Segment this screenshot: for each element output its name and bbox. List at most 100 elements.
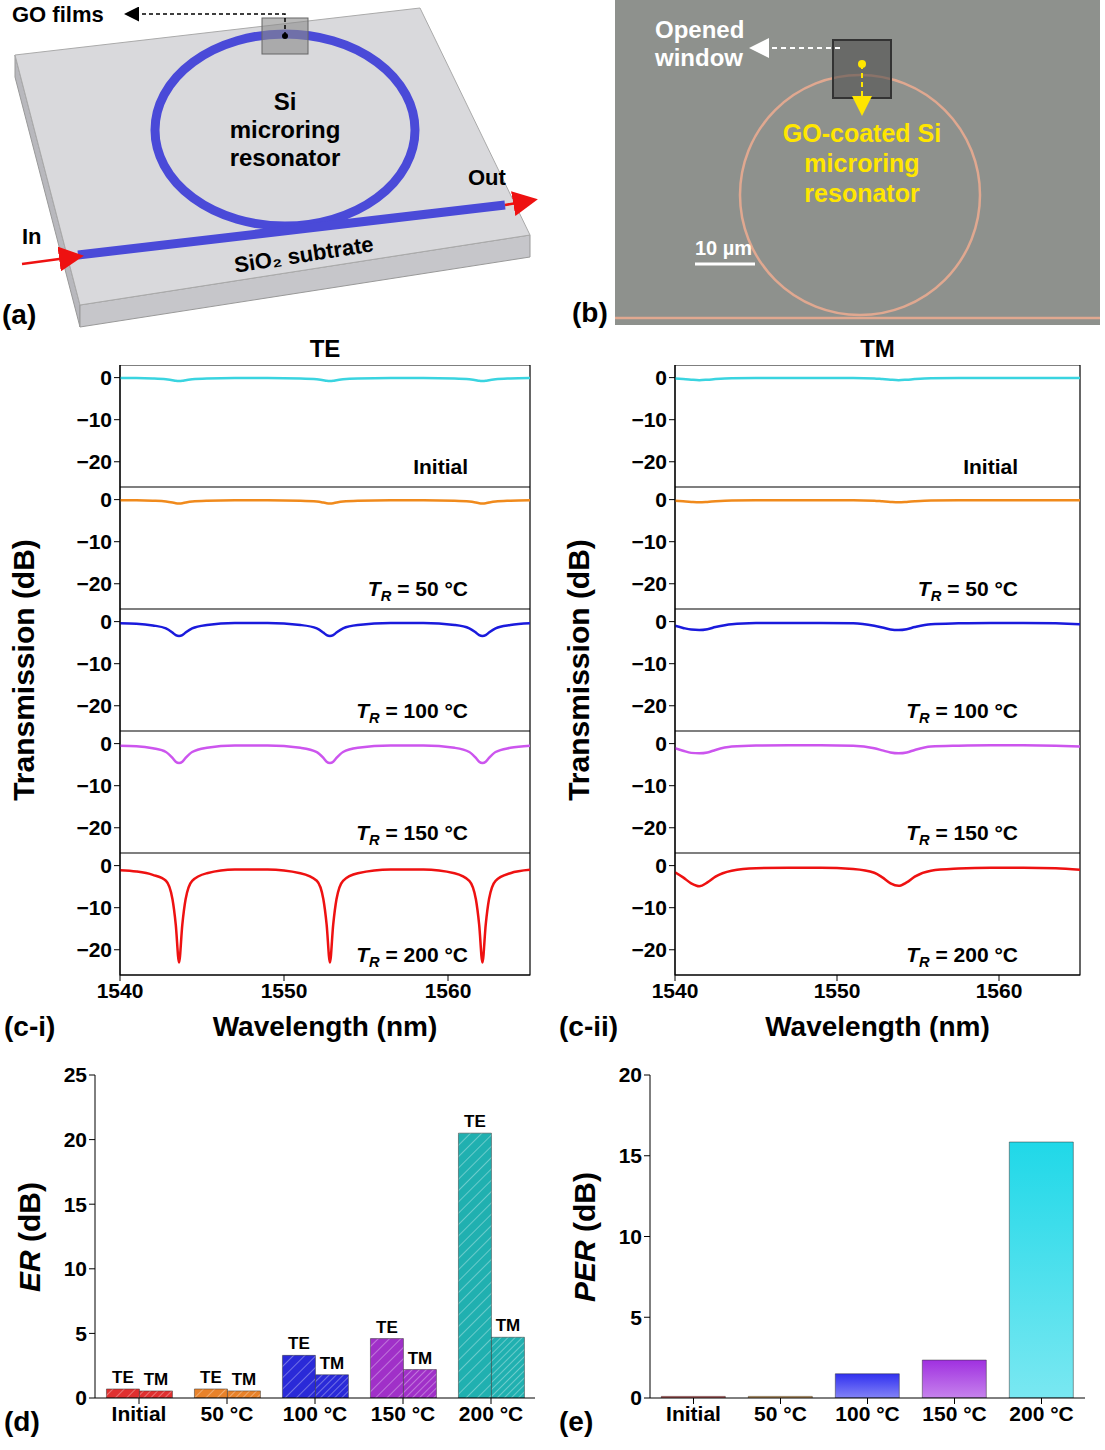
svg-text:−10: −10 (76, 652, 112, 675)
html-text:(c-ii): (c-ii) (559, 1011, 619, 1042)
html-text:TR= 100 °C: TR= 100 °C (356, 699, 468, 727)
svg-text:TM: TM (144, 1370, 169, 1389)
svg-text:200 °C: 200 °C (1009, 1402, 1073, 1425)
html-text:Transmission (dB): Transmission (dB) (7, 539, 40, 801)
svg-text:Si: Si (274, 88, 297, 115)
svg-text:5: 5 (630, 1306, 642, 1329)
html-text:TR= 100 °C: TR= 100 °C (906, 699, 1018, 727)
svg-text:TM: TM (320, 1354, 345, 1373)
svg-text:−20: −20 (76, 450, 112, 473)
svg-text:resonator: resonator (230, 144, 341, 171)
svg-text:0: 0 (630, 1386, 642, 1409)
svg-text:TM: TM (232, 1370, 257, 1389)
svg-text:Out: Out (468, 165, 507, 190)
svg-text:0: 0 (655, 366, 667, 389)
svg-text:(b): (b) (572, 297, 608, 328)
svg-text:TE: TE (288, 1334, 310, 1353)
svg-text:−20: −20 (631, 938, 667, 961)
svg-text:150 °C: 150 °C (922, 1402, 986, 1425)
html-text:Transmission (dB): Transmission (dB) (562, 539, 595, 801)
svg-text:1540: 1540 (97, 979, 144, 1002)
html-text:(d): (d) (4, 1406, 40, 1437)
svg-text:20: 20 (64, 1128, 87, 1151)
html-text:Wavelength (nm): Wavelength (nm) (765, 1011, 990, 1042)
svg-text:(a): (a) (2, 299, 36, 330)
html-text:TR= 150 °C: TR= 150 °C (356, 821, 468, 849)
svg-text:−10: −10 (76, 896, 112, 919)
svg-text:15: 15 (619, 1144, 643, 1167)
svg-text:10 µm: 10 µm (695, 237, 752, 259)
html-text:Wavelength (nm): Wavelength (nm) (212, 1011, 438, 1042)
html-text:TR= 200 °C: TR= 200 °C (356, 943, 468, 971)
svg-text:0: 0 (655, 610, 667, 633)
svg-text:resonator: resonator (804, 179, 920, 207)
svg-text:0: 0 (100, 366, 112, 389)
svg-text:TE: TE (464, 1112, 486, 1131)
svg-text:0: 0 (100, 488, 112, 511)
svg-text:window: window (654, 44, 743, 71)
svg-text:50 °C: 50 °C (201, 1402, 254, 1425)
svg-text:−10: −10 (76, 774, 112, 797)
svg-text:−10: −10 (76, 530, 112, 553)
svg-text:Opened: Opened (655, 16, 744, 43)
svg-text:TM: TM (496, 1316, 521, 1335)
svg-text:Initial: Initial (112, 1402, 167, 1425)
svg-text:−20: −20 (76, 694, 112, 717)
svg-text:microring: microring (230, 116, 341, 143)
svg-text:−20: −20 (631, 694, 667, 717)
html-text:(c-i): (c-i) (4, 1011, 56, 1042)
svg-text:−10: −10 (631, 774, 667, 797)
svg-text:GO films: GO films (12, 2, 104, 27)
svg-text:−10: −10 (631, 408, 667, 431)
html-text:PER: PER (568, 1239, 601, 1302)
html-text:(dB): (dB) (568, 1171, 601, 1240)
svg-text:−20: −20 (76, 938, 112, 961)
html-text:TR= 50 °C: TR= 50 °C (917, 577, 1018, 605)
html-text:ER: ER (13, 1249, 46, 1292)
svg-text:−20: −20 (76, 816, 112, 839)
html-text:(e): (e) (559, 1406, 594, 1437)
svg-text:TE: TE (200, 1368, 222, 1387)
svg-text:15: 15 (64, 1193, 88, 1216)
svg-text:microring: microring (804, 149, 919, 177)
svg-text:−10: −10 (76, 408, 112, 431)
svg-text:150 °C: 150 °C (371, 1402, 435, 1425)
svg-text:1550: 1550 (814, 979, 861, 1002)
svg-text:−10: −10 (631, 896, 667, 919)
svg-text:0: 0 (655, 488, 667, 511)
svg-text:0: 0 (655, 732, 667, 755)
svg-text:−10: −10 (631, 652, 667, 675)
svg-text:TE: TE (112, 1368, 134, 1387)
svg-text:100 °C: 100 °C (835, 1402, 899, 1425)
svg-text:Initial: Initial (666, 1402, 721, 1425)
svg-text:0: 0 (100, 610, 112, 633)
svg-text:200 °C: 200 °C (459, 1402, 523, 1425)
svg-text:−10: −10 (631, 530, 667, 553)
svg-text:0: 0 (75, 1386, 87, 1409)
svg-text:50 °C: 50 °C (754, 1402, 807, 1425)
svg-text:0: 0 (100, 854, 112, 877)
svg-text:25: 25 (64, 1063, 88, 1086)
svg-text:1560: 1560 (976, 979, 1023, 1002)
svg-text:−20: −20 (631, 450, 667, 473)
svg-text:20: 20 (619, 1063, 642, 1086)
svg-text:TM: TM (408, 1349, 433, 1368)
svg-text:In: In (22, 224, 42, 249)
svg-text:GO-coated Si: GO-coated Si (783, 119, 941, 147)
svg-text:−20: −20 (76, 572, 112, 595)
svg-text:TE: TE (376, 1318, 398, 1337)
svg-text:−20: −20 (631, 816, 667, 839)
svg-text:1560: 1560 (425, 979, 472, 1002)
svg-text:0: 0 (655, 854, 667, 877)
svg-text:100 °C: 100 °C (283, 1402, 347, 1425)
html-text:(dB): (dB) (13, 1181, 46, 1250)
svg-text:−20: −20 (631, 572, 667, 595)
svg-text:0: 0 (100, 732, 112, 755)
svg-text:1550: 1550 (261, 979, 308, 1002)
svg-text:SiO₂ subtrate: SiO₂ subtrate (232, 231, 375, 277)
svg-text:10: 10 (619, 1225, 642, 1248)
svg-text:1540: 1540 (652, 979, 699, 1002)
svg-text:5: 5 (75, 1322, 87, 1345)
html-text:TR= 50 °C: TR= 50 °C (367, 577, 468, 605)
svg-text:10: 10 (64, 1257, 87, 1280)
